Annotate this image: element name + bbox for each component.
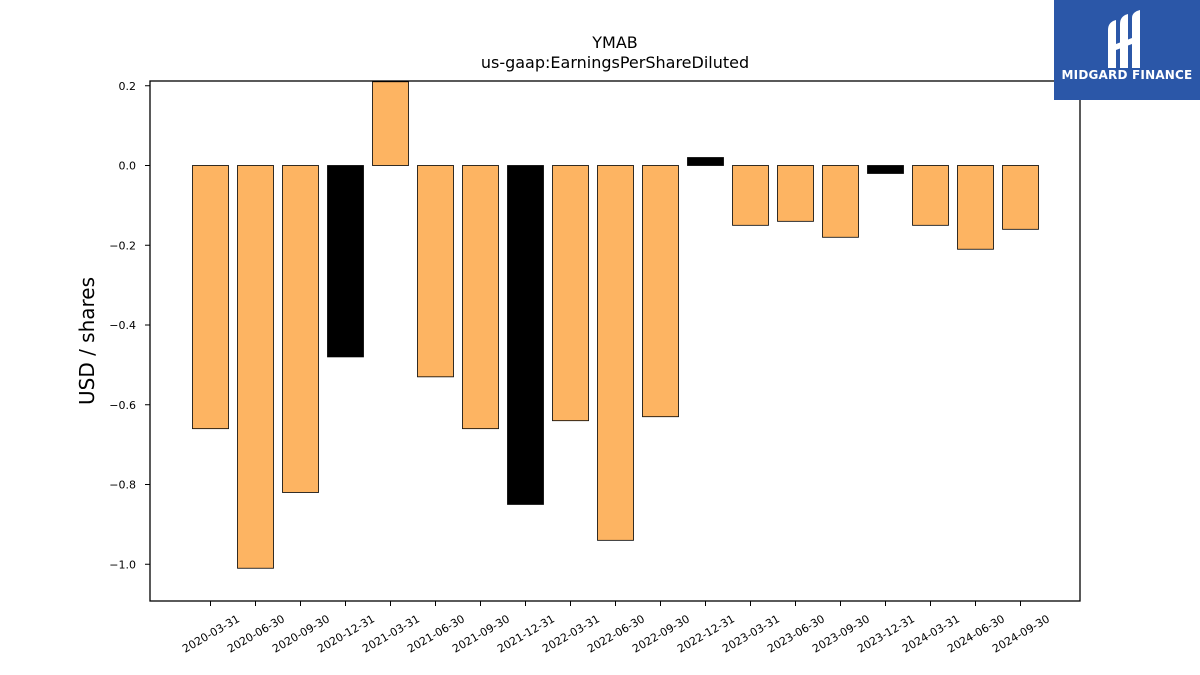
bar-2021-03-31 <box>372 81 409 166</box>
bar-2020-09-30 <box>282 165 319 493</box>
bar-2022-09-30 <box>642 165 679 418</box>
bar-2022-12-31 <box>687 157 724 166</box>
y-tick-label: −0.2 <box>109 239 136 252</box>
logo-text: MIDGARD FINANCE <box>1061 68 1193 82</box>
y-tick-label: 0.0 <box>119 160 137 173</box>
bar-2023-12-31 <box>867 165 904 174</box>
bar-2020-06-30 <box>237 165 274 569</box>
y-tick-label: −0.4 <box>109 319 136 332</box>
bar-2024-03-31 <box>912 165 949 226</box>
bar-2023-09-30 <box>822 165 859 238</box>
chart-title: YMAB <box>591 33 638 52</box>
bars-group <box>192 81 1039 569</box>
y-tick-label: −0.6 <box>109 399 136 412</box>
bar-2020-12-31 <box>327 165 364 358</box>
bar-2021-12-31 <box>507 165 544 505</box>
chart-subtitle: us-gaap:EarningsPerShareDiluted <box>481 53 749 72</box>
bar-2021-06-30 <box>417 165 454 378</box>
bar-2023-03-31 <box>732 165 769 226</box>
bar-2020-03-31 <box>192 165 229 430</box>
midgard-logo-mark-icon <box>1108 10 1140 68</box>
y-axis: 0.2 0.0 −0.2 −0.4 −0.6 −0.8 −1.0 <box>109 80 150 571</box>
plot-frame <box>149 80 1081 602</box>
bar-2022-03-31 <box>552 165 589 422</box>
bar-2024-09-30 <box>1002 165 1039 230</box>
bar-2024-06-30 <box>957 165 994 250</box>
y-tick-label: −1.0 <box>109 558 136 571</box>
midgard-finance-logo: MIDGARD FINANCE <box>1054 0 1200 100</box>
bar-2023-06-30 <box>777 165 814 222</box>
bar-2022-06-30 <box>597 165 634 541</box>
y-axis-label: USD / shares <box>75 277 99 405</box>
y-tick-label: −0.8 <box>109 479 136 492</box>
bar-2021-09-30 <box>462 165 499 430</box>
y-tick-label: 0.2 <box>119 80 137 93</box>
x-axis: 2020-03-312020-06-302020-09-302020-12-31… <box>180 601 1052 656</box>
